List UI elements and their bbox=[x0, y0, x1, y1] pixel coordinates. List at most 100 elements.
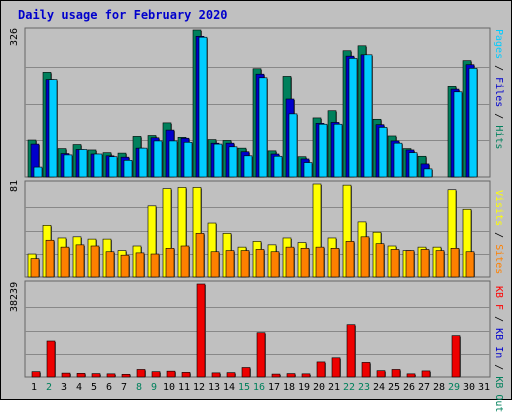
bar-kb-f-day-27 bbox=[421, 370, 431, 378]
bar-pages-day-11 bbox=[183, 141, 193, 178]
legend-segment-1: / bbox=[493, 310, 504, 329]
bar-sites-day-5 bbox=[90, 245, 100, 278]
panel1-ymax-label: 326 bbox=[9, 27, 20, 46]
bar-pages-day-9 bbox=[153, 140, 163, 178]
bar-pages-day-7 bbox=[123, 160, 133, 178]
bar-pages-day-16 bbox=[258, 77, 268, 178]
day-label: 29 bbox=[447, 382, 461, 393]
day-label: 17 bbox=[267, 382, 281, 393]
day-label: 8 bbox=[135, 382, 143, 393]
chart-canvas bbox=[24, 27, 491, 378]
legend-segment-0: Pages bbox=[493, 29, 504, 60]
bar-sites-day-17 bbox=[270, 251, 280, 278]
bar-kb-f-day-24 bbox=[376, 370, 386, 378]
legend-segment-3: / bbox=[493, 358, 504, 377]
day-label: 13 bbox=[207, 382, 221, 393]
legend-segment-2: Sites bbox=[493, 244, 504, 275]
bar-kb-f-day-2 bbox=[46, 340, 56, 378]
day-label: 11 bbox=[177, 382, 191, 393]
bar-kb-f-day-25 bbox=[391, 369, 401, 378]
legend-segment-4: KB Out bbox=[493, 376, 504, 412]
legend-segment-1: / bbox=[493, 59, 504, 78]
day-label: 22 bbox=[342, 382, 356, 393]
bar-sites-day-11 bbox=[180, 245, 190, 278]
bar-kb-f-day-14 bbox=[226, 372, 236, 378]
day-label: 23 bbox=[357, 382, 371, 393]
bar-pages-day-2 bbox=[48, 79, 58, 178]
day-label: 25 bbox=[387, 382, 401, 393]
bar-sites-day-16 bbox=[255, 249, 265, 278]
bar-kb-f-day-20 bbox=[316, 361, 326, 378]
bar-kb-f-day-16 bbox=[256, 332, 266, 378]
bar-pages-day-22 bbox=[348, 58, 358, 178]
bar-sites-day-26 bbox=[405, 250, 415, 278]
panel-2 bbox=[24, 180, 491, 278]
bar-kb-f-day-11 bbox=[181, 372, 191, 378]
bar-pages-day-4 bbox=[78, 149, 88, 178]
bar-sites-day-14 bbox=[225, 250, 235, 278]
bar-kb-f-day-12 bbox=[196, 283, 206, 378]
bar-kb-f-day-3 bbox=[61, 372, 71, 378]
bar-kb-f-day-13 bbox=[211, 372, 221, 378]
bar-pages-day-19 bbox=[303, 162, 313, 178]
bar-sites-day-4 bbox=[75, 244, 85, 278]
day-label: 15 bbox=[237, 382, 251, 393]
panel3-legend: KB F / KB In / KB Out bbox=[493, 286, 504, 412]
bar-sites-day-19 bbox=[300, 247, 310, 278]
bar-sites-day-3 bbox=[60, 246, 70, 278]
legend-segment-2: Files bbox=[493, 77, 504, 108]
bar-pages-day-13 bbox=[213, 143, 223, 178]
bar-kb-f-day-9 bbox=[151, 371, 161, 378]
bar-kb-f-day-29 bbox=[451, 335, 461, 378]
panel1-legend: Pages / Files / Hits bbox=[493, 29, 504, 149]
bar-sites-day-15 bbox=[240, 250, 250, 278]
bar-kb-f-day-19 bbox=[301, 373, 311, 378]
chart-title: Daily usage for February 2020 bbox=[18, 8, 228, 22]
bar-kb-f-day-17 bbox=[271, 373, 281, 378]
day-label: 24 bbox=[372, 382, 386, 393]
day-label: 12 bbox=[192, 382, 206, 393]
day-label: 26 bbox=[402, 382, 416, 393]
bar-kb-f-day-18 bbox=[286, 373, 296, 378]
day-label: 10 bbox=[162, 382, 176, 393]
bar-kb-f-day-15 bbox=[241, 367, 251, 378]
bar-pages-day-26 bbox=[408, 152, 418, 178]
bar-pages-day-18 bbox=[288, 113, 298, 178]
bar-pages-day-15 bbox=[243, 155, 253, 178]
legend-segment-0: KB F bbox=[493, 286, 504, 311]
day-label: 9 bbox=[150, 382, 158, 393]
day-label: 5 bbox=[90, 382, 98, 393]
day-label: 14 bbox=[222, 382, 236, 393]
bar-sites-day-22 bbox=[345, 241, 355, 278]
bar-kb-f-day-23 bbox=[361, 362, 371, 378]
legend-segment-2: KB In bbox=[493, 328, 504, 359]
bar-pages-day-24 bbox=[378, 127, 388, 178]
legend-segment-3: / bbox=[493, 107, 504, 126]
bar-pages-day-29 bbox=[453, 91, 463, 178]
bar-kb-f-day-21 bbox=[331, 357, 341, 378]
bar-kb-f-day-4 bbox=[76, 373, 86, 378]
bar-kb-f-day-22 bbox=[346, 324, 356, 378]
day-label: 18 bbox=[282, 382, 296, 393]
bar-pages-day-3 bbox=[63, 154, 73, 178]
bar-sites-day-30 bbox=[465, 251, 475, 278]
day-label: 21 bbox=[327, 382, 341, 393]
bar-kb-f-day-1 bbox=[31, 371, 41, 378]
bar-sites-day-25 bbox=[390, 249, 400, 278]
bar-sites-day-2 bbox=[45, 239, 55, 278]
bar-sites-day-23 bbox=[360, 236, 370, 278]
day-label: 27 bbox=[417, 382, 431, 393]
bar-sites-day-8 bbox=[135, 252, 145, 278]
bar-kb-f-day-8 bbox=[136, 369, 146, 378]
panel3-ymax-label: 38239 bbox=[9, 281, 20, 312]
day-label: 7 bbox=[120, 382, 128, 393]
bar-sites-day-24 bbox=[375, 243, 385, 278]
bar-pages-day-23 bbox=[363, 54, 373, 178]
bar-sites-day-27 bbox=[420, 249, 430, 278]
day-label: 2 bbox=[45, 382, 53, 393]
bar-sites-day-20 bbox=[315, 246, 325, 278]
day-label: 6 bbox=[105, 382, 113, 393]
day-label: 4 bbox=[75, 382, 83, 393]
bar-pages-day-5 bbox=[93, 153, 103, 178]
bar-pages-day-14 bbox=[228, 146, 238, 178]
